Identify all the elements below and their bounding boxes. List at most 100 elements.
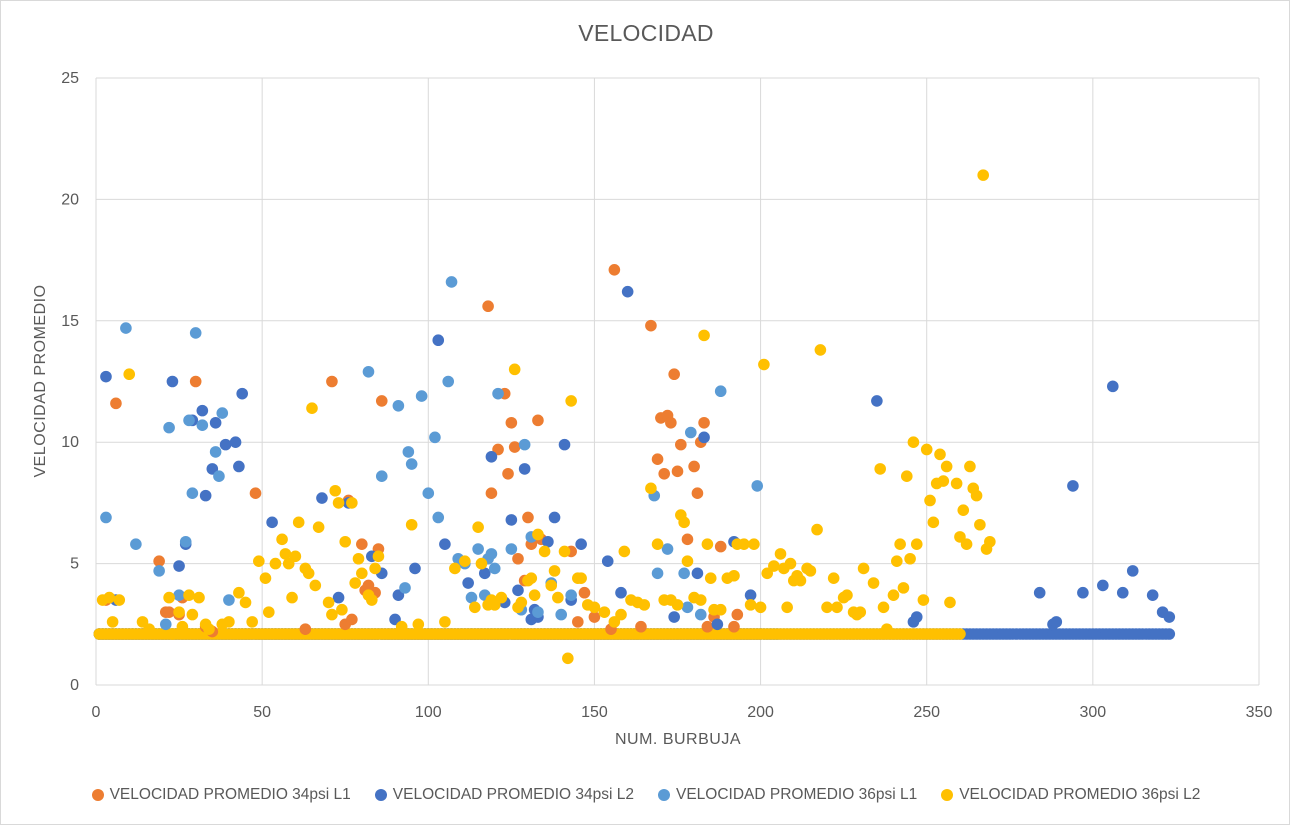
data-point — [233, 586, 245, 599]
data-point — [678, 516, 690, 529]
data-point — [375, 395, 388, 407]
data-point — [153, 555, 165, 567]
data-point — [495, 591, 508, 604]
x-tick-label: 350 — [1246, 704, 1273, 721]
data-point — [375, 470, 388, 482]
data-point — [186, 608, 199, 621]
data-point — [216, 407, 229, 419]
chart-legend: VELOCIDAD PROMEDIO 34psi L1 VELOCIDAD PR… — [0, 786, 1292, 804]
y-tick-label: 20 — [61, 191, 79, 208]
data-point — [1163, 611, 1176, 623]
data-point — [954, 628, 966, 640]
data-point — [944, 596, 956, 609]
data-point — [322, 596, 335, 609]
data-point — [512, 552, 524, 565]
data-point — [362, 365, 375, 378]
data-point — [522, 511, 534, 524]
data-point — [173, 606, 185, 618]
data-point — [738, 538, 750, 550]
data-point — [365, 594, 378, 606]
data-point — [714, 540, 727, 553]
data-point — [289, 550, 302, 563]
data-point — [346, 613, 358, 626]
data-point — [1116, 586, 1129, 599]
data-point — [794, 574, 807, 587]
data-point — [532, 528, 544, 541]
data-point — [601, 555, 614, 567]
data-point — [937, 475, 950, 487]
data-point — [768, 560, 780, 572]
legend-item-36psi-l2[interactable]: VELOCIDAD PROMEDIO 36psi L2 — [941, 786, 1200, 804]
data-point — [565, 589, 577, 601]
data-point — [651, 567, 664, 580]
data-point — [675, 438, 687, 451]
data-point — [246, 616, 258, 628]
data-point — [555, 608, 567, 621]
legend-item-34psi-l1[interactable]: VELOCIDAD PROMEDIO 34psi L1 — [91, 786, 351, 804]
data-point — [203, 623, 215, 635]
data-point — [572, 616, 584, 628]
data-point — [233, 460, 245, 473]
data-point — [811, 523, 823, 536]
y-tick-label: 0 — [70, 677, 79, 694]
data-point — [179, 535, 192, 548]
data-point — [329, 484, 342, 497]
data-point — [821, 601, 833, 614]
data-point — [665, 416, 677, 429]
data-point — [598, 606, 611, 618]
legend-item-34psi-l2[interactable]: VELOCIDAD PROMEDIO 34psi L2 — [374, 786, 634, 804]
x-tick-label: 200 — [747, 704, 774, 721]
data-point — [415, 390, 428, 402]
data-point — [395, 620, 408, 633]
data-point — [688, 460, 700, 473]
data-point — [714, 603, 727, 616]
data-point — [608, 264, 621, 276]
data-point — [658, 467, 671, 480]
legend-item-36psi-l1[interactable]: VELOCIDAD PROMEDIO 36psi L1 — [658, 786, 917, 804]
data-point — [894, 538, 906, 550]
data-point — [528, 589, 541, 601]
data-point — [439, 538, 451, 550]
data-point — [1077, 586, 1089, 599]
data-point — [332, 591, 345, 604]
data-point — [548, 565, 561, 577]
data-point — [957, 504, 970, 516]
data-point — [346, 497, 358, 509]
data-point — [900, 470, 913, 482]
data-point — [731, 608, 744, 621]
data-point — [691, 567, 704, 580]
data-point — [940, 460, 953, 473]
data-point — [482, 300, 494, 313]
data-point — [100, 511, 112, 524]
data-point — [651, 453, 664, 465]
data-point — [897, 582, 910, 594]
data-point — [920, 443, 933, 456]
data-point — [562, 652, 574, 665]
data-point — [934, 448, 946, 461]
data-point — [399, 582, 411, 594]
data-point — [558, 545, 571, 558]
data-point — [236, 387, 249, 400]
data-point — [668, 368, 680, 381]
y-tick-label: 25 — [61, 70, 79, 87]
data-point — [784, 557, 797, 570]
data-point — [213, 470, 225, 482]
data-point — [881, 623, 893, 635]
data-point — [269, 557, 282, 570]
data-point — [183, 414, 195, 427]
x-tick-label: 50 — [253, 704, 271, 721]
data-point — [907, 436, 920, 449]
data-point — [754, 601, 767, 614]
data-point — [871, 395, 883, 407]
data-point — [681, 555, 694, 567]
data-point — [106, 616, 119, 628]
data-point — [751, 480, 764, 492]
data-point — [472, 543, 484, 555]
data-point — [405, 518, 418, 531]
data-point — [372, 550, 385, 563]
data-point — [196, 419, 209, 432]
data-point — [904, 552, 916, 565]
data-point — [309, 579, 322, 592]
data-point — [302, 567, 315, 580]
data-point — [316, 492, 328, 504]
